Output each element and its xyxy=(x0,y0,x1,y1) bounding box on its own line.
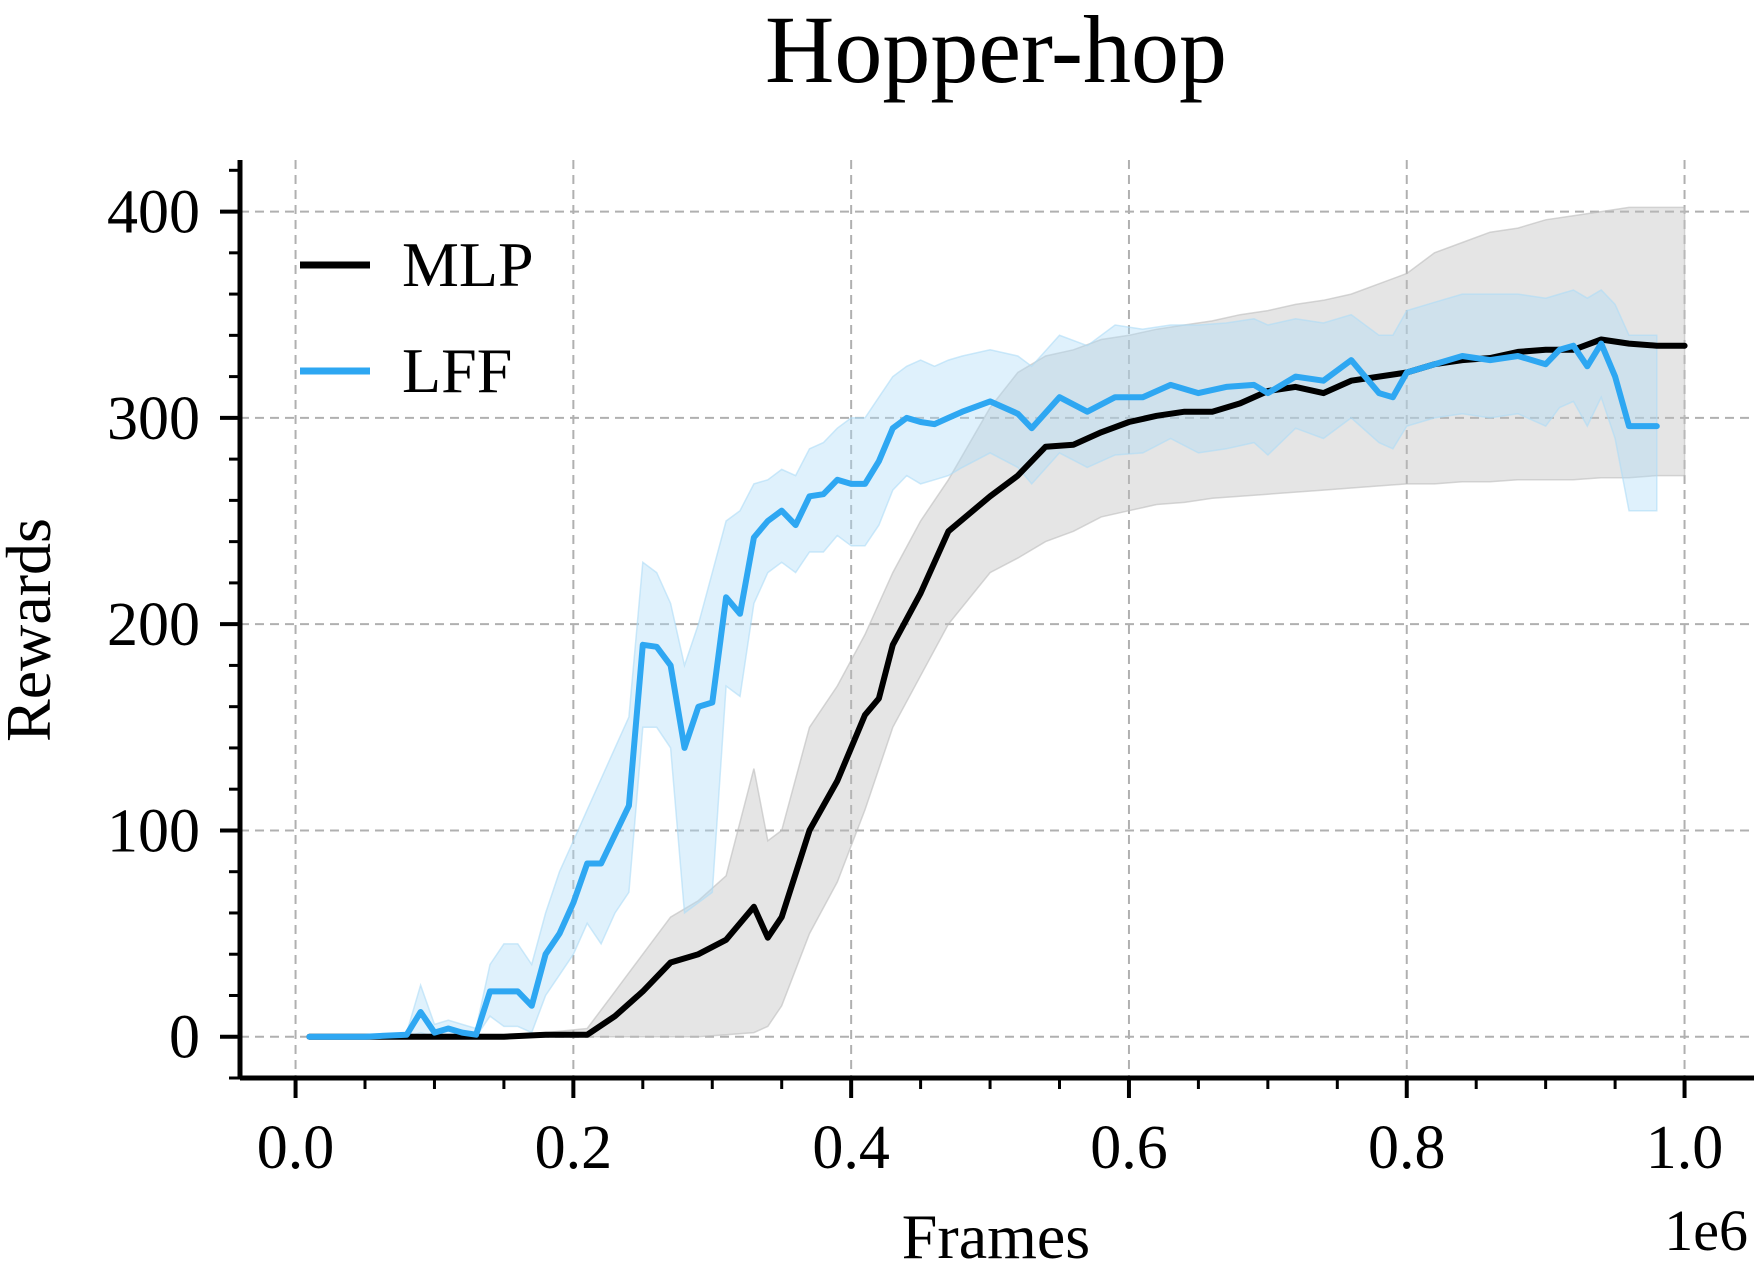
confidence-bands xyxy=(309,206,1686,1038)
x-tick-label: 0.6 xyxy=(1090,1114,1168,1182)
legend-label-lff: LFF xyxy=(402,335,512,406)
legend-label-mlp: MLP xyxy=(402,229,534,300)
y-tick-label: 200 xyxy=(107,591,200,659)
y-tick-label: 400 xyxy=(107,179,200,247)
chart-title: Hopper-hop xyxy=(765,0,1227,103)
x-tick-label: 0.2 xyxy=(535,1114,613,1182)
band-lff xyxy=(309,289,1658,1038)
x-tick-label: 0.4 xyxy=(812,1114,890,1182)
x-offset-label: 1e6 xyxy=(1664,1198,1748,1263)
series-lines xyxy=(306,336,1688,1040)
y-tick-label: 100 xyxy=(107,797,200,865)
x-axis-label: Frames xyxy=(902,1201,1090,1272)
y-tick-label: 0 xyxy=(169,1004,200,1072)
x-tick-label: 0.0 xyxy=(257,1114,335,1182)
legend: MLP LFF xyxy=(300,229,534,406)
tick-labels: 0.0 0.2 0.4 0.6 0.8 1.0 0 100 200 300 400 xyxy=(107,179,1723,1182)
y-tick-label: 300 xyxy=(107,385,200,453)
x-tick-label: 0.8 xyxy=(1368,1114,1446,1182)
band-mlp xyxy=(309,206,1686,1038)
x-tick-label: 1.0 xyxy=(1646,1114,1724,1182)
series-line-lff xyxy=(306,340,1660,1040)
axes xyxy=(220,160,1754,1098)
y-axis-label: Rewards xyxy=(0,518,64,742)
